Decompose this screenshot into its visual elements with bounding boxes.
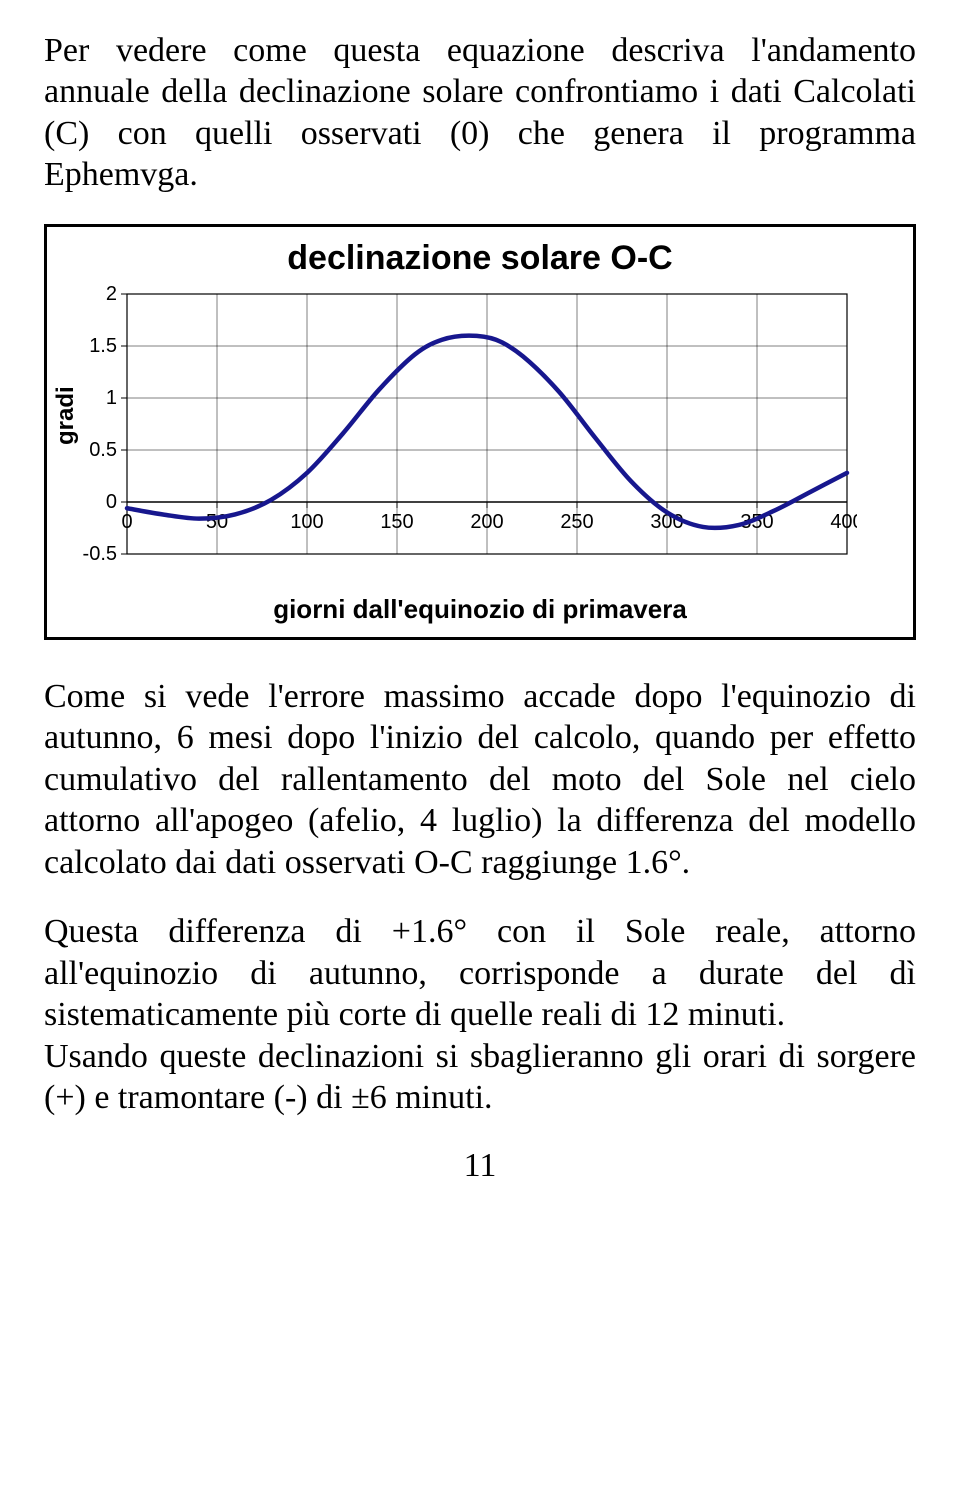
page-number: 11 bbox=[44, 1147, 916, 1185]
svg-text:1.5: 1.5 bbox=[89, 335, 117, 357]
y-axis-label: gradi bbox=[52, 423, 80, 445]
chart-title: declinazione solare O-C bbox=[55, 239, 905, 278]
svg-text:100: 100 bbox=[290, 511, 323, 533]
svg-text:200: 200 bbox=[470, 511, 503, 533]
chart-body: gradi -0.500.511.52050100150200250300350… bbox=[55, 284, 905, 584]
svg-text:0: 0 bbox=[106, 491, 117, 513]
x-axis-label: giorni dall'equinozio di primavera bbox=[55, 594, 905, 625]
chart-container: declinazione solare O-C gradi -0.500.511… bbox=[44, 224, 916, 640]
svg-text:2: 2 bbox=[106, 284, 117, 305]
svg-text:1: 1 bbox=[106, 387, 117, 409]
svg-text:250: 250 bbox=[560, 511, 593, 533]
paragraph-2: Come si vede l'errore massimo accade dop… bbox=[44, 676, 916, 883]
paragraph-3: Questa differenza di +1.6° con il Sole r… bbox=[44, 911, 916, 1035]
svg-text:0: 0 bbox=[121, 511, 132, 533]
chart-plot: -0.500.511.52050100150200250300350400 bbox=[77, 284, 857, 584]
paragraph-4: Usando queste declinazioni si sbaglieran… bbox=[44, 1036, 916, 1119]
svg-text:50: 50 bbox=[206, 511, 228, 533]
svg-text:-0.5: -0.5 bbox=[83, 543, 117, 565]
svg-text:0.5: 0.5 bbox=[89, 439, 117, 461]
svg-text:400: 400 bbox=[830, 511, 857, 533]
svg-text:150: 150 bbox=[380, 511, 413, 533]
paragraph-1: Per vedere come questa equazione descriv… bbox=[44, 30, 916, 196]
page: Per vedere come questa equazione descriv… bbox=[0, 0, 960, 1185]
